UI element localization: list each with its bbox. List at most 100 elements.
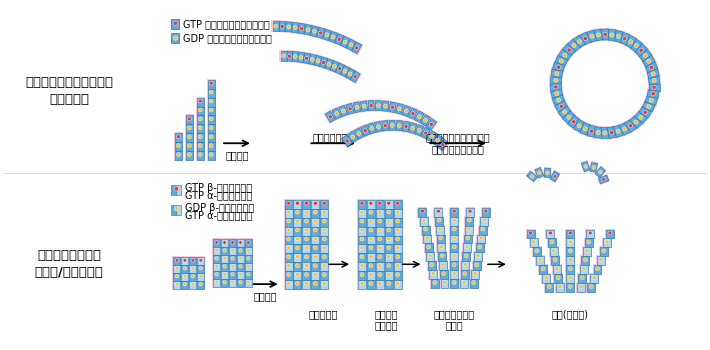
Circle shape [649, 98, 653, 103]
Bar [302, 261, 312, 272]
Bar [228, 270, 237, 280]
Circle shape [246, 273, 250, 276]
Circle shape [471, 281, 476, 285]
Bar [213, 256, 220, 263]
Bar [293, 280, 302, 289]
Circle shape [295, 273, 300, 277]
Circle shape [430, 122, 433, 126]
Bar [208, 151, 214, 160]
Bar [220, 270, 229, 280]
Circle shape [437, 218, 441, 222]
Bar [186, 116, 193, 124]
Bar [567, 230, 574, 238]
Circle shape [441, 143, 444, 147]
Bar [302, 200, 310, 209]
Bar [436, 226, 444, 234]
Bar [285, 226, 293, 236]
Bar [197, 281, 204, 289]
Bar [302, 236, 310, 244]
Bar [552, 62, 565, 72]
Bar [565, 273, 575, 284]
Bar [220, 238, 229, 248]
Bar [334, 34, 344, 45]
Bar [337, 104, 349, 118]
Bar [293, 244, 302, 254]
Circle shape [437, 209, 440, 213]
Circle shape [322, 237, 326, 241]
Circle shape [452, 209, 456, 213]
Bar [438, 252, 446, 261]
Bar [188, 272, 197, 282]
Circle shape [545, 276, 548, 280]
Bar [221, 271, 228, 279]
Circle shape [293, 55, 297, 59]
Circle shape [215, 257, 219, 260]
Bar [320, 226, 328, 236]
Bar [375, 261, 385, 272]
Circle shape [463, 272, 466, 275]
Bar [436, 233, 446, 244]
Bar [393, 226, 402, 236]
Bar [207, 106, 216, 117]
Bar [293, 208, 302, 219]
Bar [302, 244, 312, 254]
Bar [344, 66, 357, 81]
Bar [422, 226, 430, 234]
Bar [344, 102, 356, 116]
Bar [579, 264, 589, 275]
Circle shape [590, 34, 594, 38]
Bar [469, 278, 479, 289]
Bar [302, 199, 312, 210]
Bar [449, 216, 459, 226]
Circle shape [562, 110, 567, 114]
Bar [577, 283, 585, 292]
Bar [366, 270, 376, 281]
Bar [330, 61, 339, 72]
Bar [271, 20, 280, 32]
Circle shape [428, 254, 432, 258]
Bar [237, 239, 244, 247]
Bar [612, 29, 625, 44]
Circle shape [438, 227, 442, 231]
Bar [293, 252, 302, 263]
Bar [471, 260, 481, 271]
Circle shape [191, 259, 195, 262]
Bar [464, 234, 471, 244]
Bar [470, 269, 480, 280]
Bar [335, 63, 344, 74]
Bar [236, 238, 245, 248]
Bar [640, 53, 657, 69]
Circle shape [305, 228, 308, 232]
Bar [173, 265, 180, 273]
Bar [393, 252, 403, 263]
Bar [555, 100, 568, 112]
Circle shape [647, 104, 651, 108]
Bar [236, 278, 245, 288]
Bar [599, 246, 608, 257]
Circle shape [369, 282, 373, 286]
Circle shape [541, 267, 545, 271]
Bar [320, 236, 328, 244]
Circle shape [557, 65, 561, 69]
Bar [481, 217, 488, 226]
Bar [173, 257, 180, 265]
Bar [385, 262, 393, 271]
Bar [620, 32, 630, 45]
Bar [419, 113, 432, 128]
Bar [614, 30, 623, 42]
Circle shape [452, 263, 456, 267]
Bar [283, 279, 293, 290]
Bar [317, 27, 325, 38]
Bar [185, 132, 194, 143]
Circle shape [183, 267, 187, 270]
Circle shape [651, 72, 655, 76]
Circle shape [452, 281, 456, 285]
Circle shape [584, 165, 587, 168]
Bar [585, 124, 599, 139]
Bar [302, 218, 310, 226]
Bar [310, 261, 320, 272]
Bar [584, 238, 593, 247]
Circle shape [246, 257, 250, 260]
Circle shape [608, 231, 612, 235]
Circle shape [295, 210, 300, 214]
